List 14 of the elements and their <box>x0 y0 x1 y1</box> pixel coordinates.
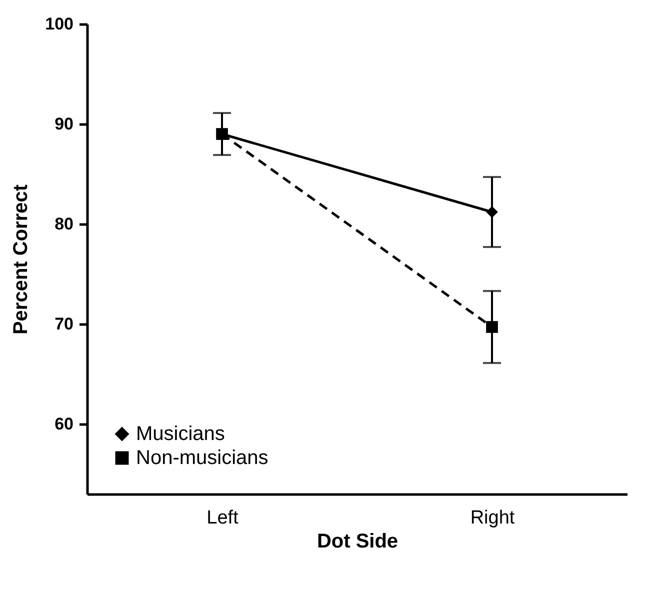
legend-label: Non-musicians <box>136 447 268 469</box>
y-tick-label: 70 <box>54 314 74 334</box>
x-axis-title: Dot Side <box>316 530 398 552</box>
point <box>486 206 498 218</box>
x-tick-label: Left <box>206 508 240 528</box>
legend-label: Musicians <box>136 423 225 445</box>
y-tick-label: 60 <box>54 414 74 434</box>
y-tick-label: 90 <box>54 114 74 134</box>
y-axis-title: Percent Correct <box>10 184 32 335</box>
point <box>486 321 498 333</box>
point <box>216 128 228 140</box>
y-tick-label: 100 <box>45 14 74 34</box>
x-tick-label: Right <box>470 508 516 528</box>
y-tick-label: 80 <box>54 214 74 234</box>
